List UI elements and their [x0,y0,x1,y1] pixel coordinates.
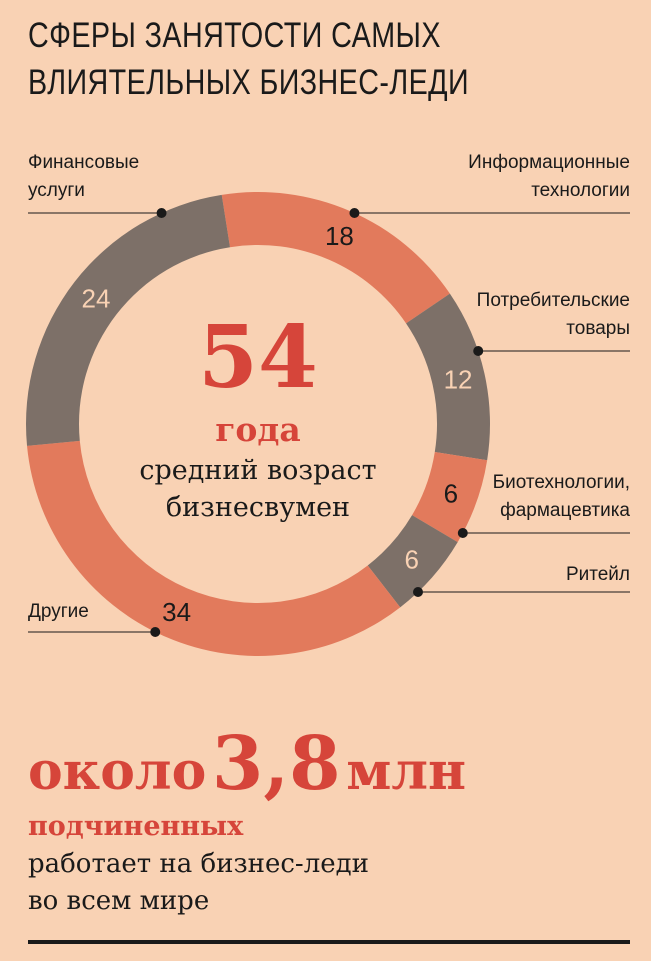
category-labels: Информационные технологии Потребительские т… [28,152,630,622]
category-leaders [28,208,630,637]
segment-value-label: 24 [82,283,111,313]
subordinates-headline: около 3,8 млн [28,724,466,824]
segment-value-label: 18 [325,221,354,251]
segment-value-label: 6 [444,478,458,508]
category-label: Ритейл [566,564,630,585]
category-label: Биотехнологии, фармацевтика [493,472,631,521]
category-label: Финансовые услуги [28,152,139,201]
donut-segment [367,515,458,608]
subordinates-label: подчиненных [28,811,244,842]
donut-values: 18 12 6 6 34 24 [82,221,473,627]
title-line-2: ВЛИЯТЕЛЬНЫХ БИЗНЕС-ЛЕДИ [28,63,470,102]
donut-segment [27,440,401,656]
average-age-description: средний возраст бизнесвумен [0,452,516,526]
donut-chart: 18 12 6 6 34 24 Информационные технологии Потре… [25,152,630,656]
category-label: Другие [28,601,89,622]
segment-value-label: 34 [162,597,191,627]
subordinates-number: 3,8 [211,721,341,807]
donut-segment [25,194,230,446]
subordinates-desc-line-1: работает на бизнес-леди [28,849,369,879]
donut-segment [406,293,490,461]
average-age-desc-line-1: средний возраст [139,455,377,486]
average-age-number: 54 [198,307,318,408]
bottom-divider [28,940,630,944]
subordinates-unit: млн [346,741,467,802]
donut-segments [25,192,490,656]
subordinates-prefix: около [28,741,207,802]
subordinates-desc-line-2: во всем мире [28,886,210,916]
title-line-1: СФЕРЫ ЗАНЯТОСТИ САМЫХ [28,16,441,55]
segment-value-label: 12 [444,364,473,394]
category-label: Потребительские товары [477,290,630,339]
donut-segment [412,452,488,543]
page-title: СФЕРЫ ЗАНЯТОСТИ САМЫХ ВЛИЯТЕЛЬНЫХ БИЗНЕС… [28,12,520,106]
donut-segment [221,192,450,324]
average-age-desc-line-2: бизнесвумен [165,492,351,523]
average-age-unit: года [215,410,301,449]
category-label: Информационные технологии [468,152,630,201]
subordinates-description: работает на бизнес-леди во всем мире [28,846,628,920]
segment-value-label: 6 [405,545,419,575]
